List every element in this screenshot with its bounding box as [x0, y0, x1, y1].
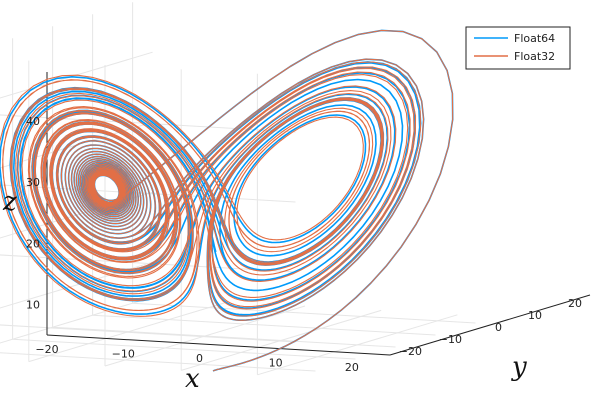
x-axis-label: x: [185, 364, 200, 394]
legend-label-float64: Float64: [514, 32, 555, 45]
x-tick-label: 20: [345, 361, 359, 374]
z-tick-label: 40: [26, 115, 40, 128]
legend-label-float32: Float32: [514, 50, 555, 63]
grid-line-y: [92, 314, 436, 336]
series-float32-line: [0, 29, 454, 372]
x-tick-label: −10: [112, 347, 135, 360]
legend-box: [465, 26, 571, 70]
grid-line-y: [132, 302, 476, 324]
x-axis-line: [46, 334, 391, 356]
x-tick-label: 0: [196, 352, 203, 365]
axes: [46, 72, 591, 356]
tick-labels: 10 20 30 40 −20 −10 0 10 20 −20 −10 0 10 20: [26, 115, 582, 374]
z-tick-label: 30: [26, 176, 40, 189]
y-tick-label: −20: [399, 345, 422, 358]
y-tick-label: −10: [439, 333, 462, 346]
y-axis-line: [389, 294, 591, 356]
x-tick-label: 10: [269, 356, 283, 369]
y-tick-label: 10: [528, 309, 542, 322]
z-tick-label: 20: [26, 237, 40, 250]
z-tick-label: 10: [26, 298, 40, 311]
grid-line-y: [52, 326, 396, 348]
grid-line-y: [0, 352, 316, 372]
float32-path: [0, 29, 454, 372]
y-tick-label: 20: [568, 297, 582, 310]
x-tick-label: −20: [35, 343, 58, 356]
grid-line-y: [12, 338, 356, 360]
y-tick-label: 0: [495, 321, 502, 334]
y-axis-label: y: [511, 352, 527, 382]
z-axis-label: z: [2, 187, 17, 217]
legend: Float64 Float32: [465, 26, 571, 70]
grid-line-z: [0, 324, 296, 343]
